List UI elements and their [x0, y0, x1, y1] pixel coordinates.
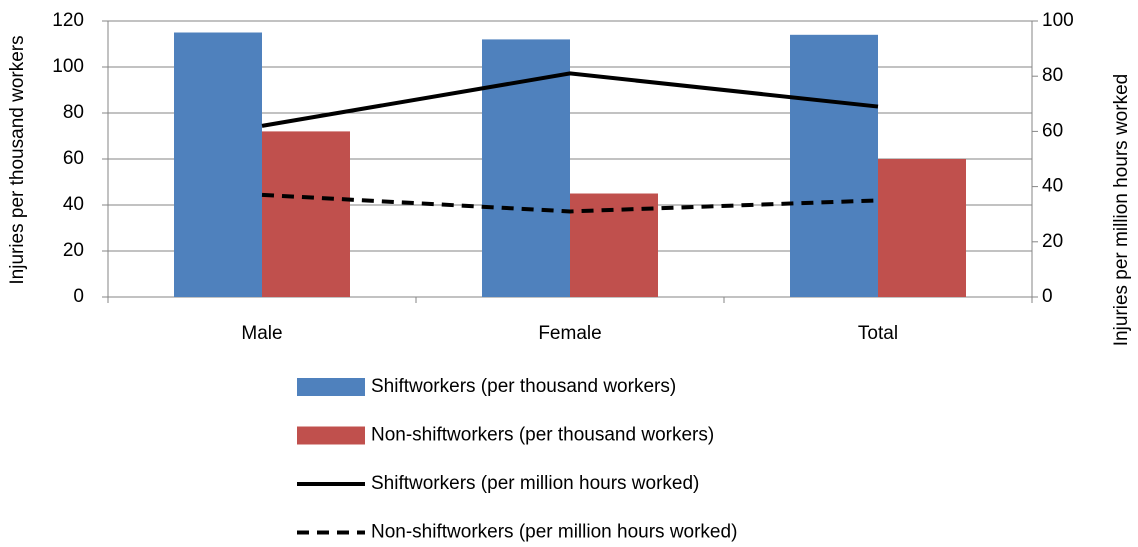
- y-tick-label: 80: [63, 102, 84, 123]
- y2-tick-label: 20: [1042, 231, 1063, 252]
- x-tick-label: Total: [858, 323, 898, 344]
- x-tick-label: Male: [241, 323, 282, 344]
- y2-tick-label: 40: [1042, 176, 1063, 197]
- legend-label: Non-shiftworkers (per thousand workers): [371, 425, 714, 446]
- y-tick-label: 60: [63, 148, 84, 169]
- legend-label: Shiftworkers (per thousand workers): [371, 376, 676, 397]
- bar: [262, 131, 350, 297]
- bar: [790, 34, 878, 298]
- legend-label: Non-shiftworkers (per million hours work…: [371, 522, 737, 543]
- y-tick-label: 20: [63, 240, 84, 261]
- legend-swatch: [297, 426, 365, 445]
- legend-swatch: [297, 378, 365, 396]
- line: [261, 71, 879, 128]
- y-tick-label: 100: [52, 56, 84, 77]
- y2-tick-label: 60: [1042, 120, 1063, 141]
- y-tick-label: 0: [73, 286, 84, 307]
- y2-tick-label: 100: [1042, 10, 1074, 31]
- bar: [878, 159, 966, 297]
- y2-tick-label: 80: [1042, 65, 1063, 86]
- y2-tick-label: 0: [1042, 286, 1053, 307]
- bar: [174, 32, 262, 297]
- y-tick-label: 40: [63, 194, 84, 215]
- legend-label: Shiftworkers (per million hours worked): [371, 473, 699, 494]
- y-axis-title: Injuries per thousand workers: [7, 35, 28, 284]
- bar: [482, 39, 570, 298]
- line: [261, 192, 879, 214]
- y2-axis-title: Injuries per million hours worked: [1111, 74, 1132, 346]
- y-tick-label: 120: [52, 10, 84, 31]
- x-tick-label: Female: [538, 323, 601, 344]
